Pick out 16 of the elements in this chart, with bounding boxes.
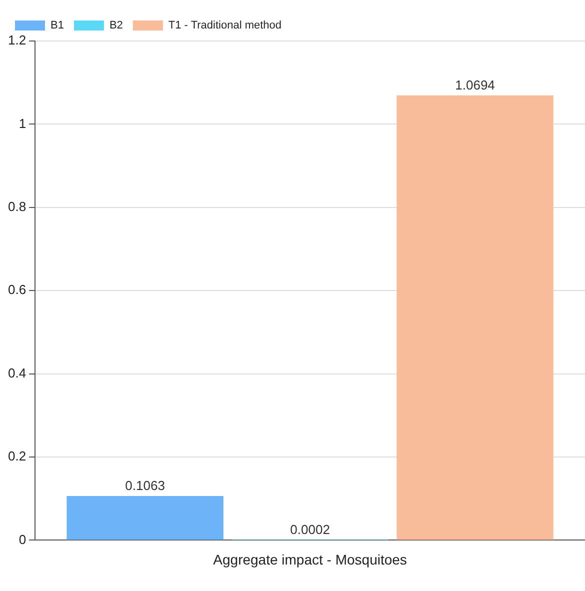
y-tick-label: 0.2 bbox=[8, 448, 26, 464]
y-tick-label: 0 bbox=[18, 532, 26, 547]
bar bbox=[66, 496, 224, 540]
legend-label: B2 bbox=[109, 20, 123, 32]
bar bbox=[396, 95, 554, 540]
y-tick-label: 1.2 bbox=[8, 32, 26, 48]
data-label: 1.0694 bbox=[455, 77, 495, 92]
x-tick-label: Aggregate impact - Mosquitoes bbox=[213, 551, 407, 568]
y-tick-label: 0.8 bbox=[8, 198, 26, 214]
legend-label: B1 bbox=[50, 20, 64, 32]
y-tick-label: 0.6 bbox=[8, 282, 26, 298]
data-label: 0.1063 bbox=[125, 478, 165, 494]
y-tick-label: 1 bbox=[18, 116, 26, 131]
legend-label: T1 - Traditional method bbox=[168, 20, 282, 32]
data-label: 0.0002 bbox=[290, 522, 330, 538]
y-tick-label: 0.4 bbox=[8, 365, 26, 380]
